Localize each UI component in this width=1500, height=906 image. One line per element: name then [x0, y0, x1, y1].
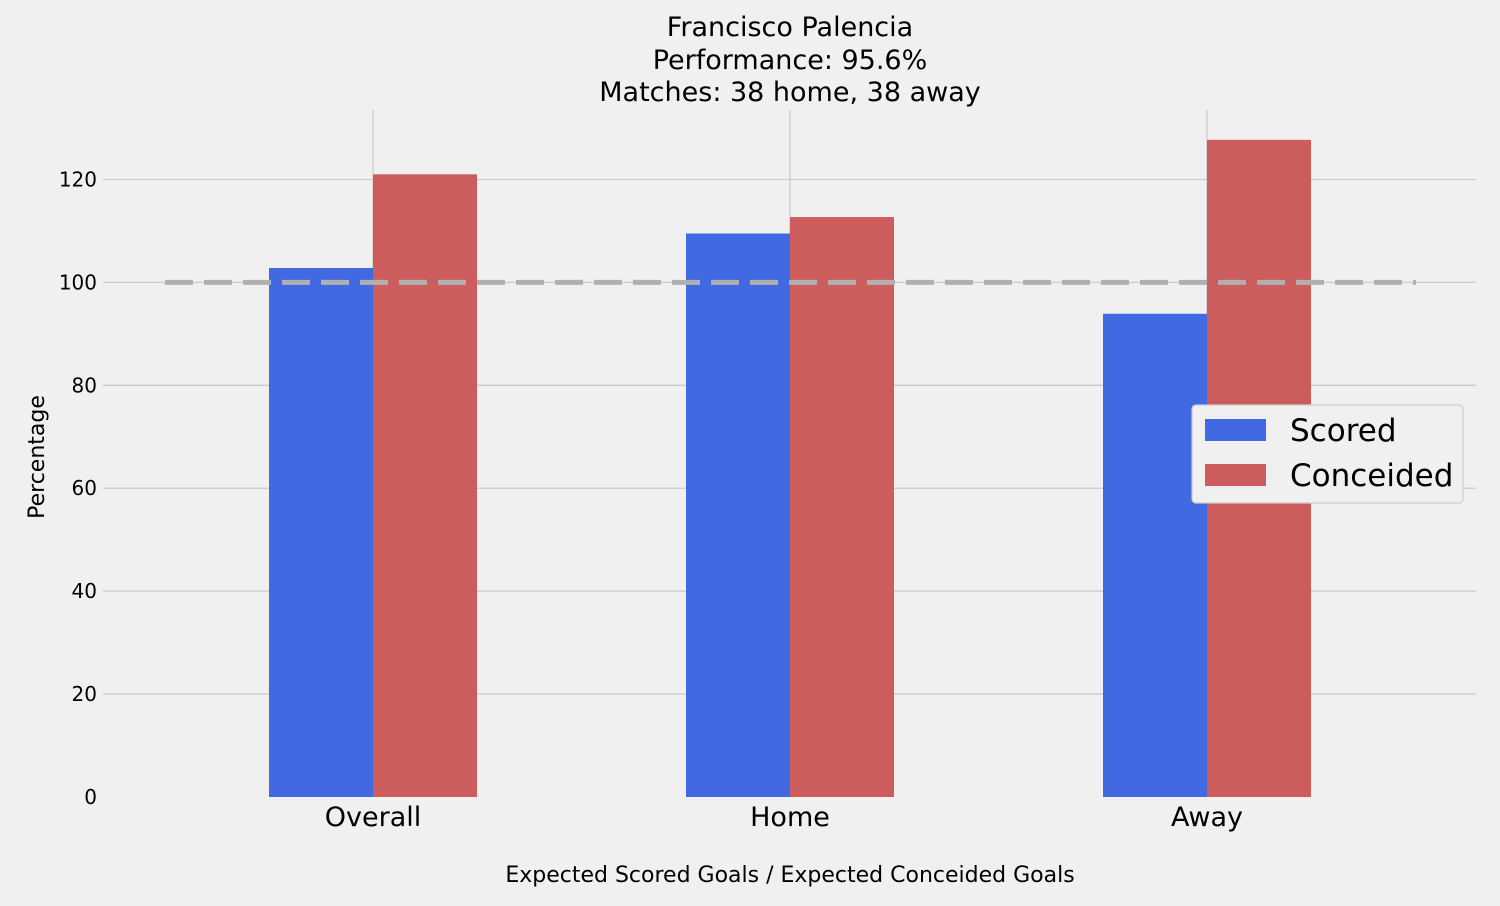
bar-scored-overall [269, 267, 373, 798]
x-tick-label: Away [1171, 802, 1243, 833]
legend-swatch-scored [1205, 419, 1266, 441]
y-tick-labels: 0 20 40 60 80 100 120 [59, 167, 97, 809]
bar-scored-home [686, 233, 790, 797]
chart-title: Francisco Palencia Performance: 95.6% Ma… [599, 12, 981, 108]
title-line-3: Matches: 38 home, 38 away [599, 77, 981, 108]
y-tick-label: 0 [84, 785, 97, 809]
y-axis-label: Percentage [25, 395, 50, 519]
title-line-1: Francisco Palencia [667, 12, 913, 43]
y-tick-label: 100 [59, 270, 97, 294]
bars-layer [269, 139, 1311, 798]
legend-swatch-conceided [1205, 464, 1266, 486]
bar-conceided-overall [373, 174, 477, 798]
x-tick-label: Home [750, 802, 830, 833]
y-tick-label: 40 [72, 579, 97, 603]
x-tick-labels: Overall Home Away [325, 802, 1243, 833]
bar-scored-away [1103, 313, 1207, 797]
y-tick-label: 60 [72, 476, 97, 500]
legend-label-conceided: Conceided [1290, 458, 1453, 494]
title-line-2: Performance: 95.6% [653, 45, 928, 76]
y-tick-label: 80 [72, 373, 97, 397]
x-axis-label: Expected Scored Goals / Expected Conceid… [505, 863, 1074, 888]
y-tick-label: 120 [59, 167, 97, 191]
bar-conceided-home [790, 217, 894, 797]
x-tick-label: Overall [325, 802, 422, 833]
y-tick-label: 20 [72, 682, 97, 706]
legend-label-scored: Scored [1290, 413, 1397, 449]
legend: Scored Conceided [1191, 404, 1464, 504]
